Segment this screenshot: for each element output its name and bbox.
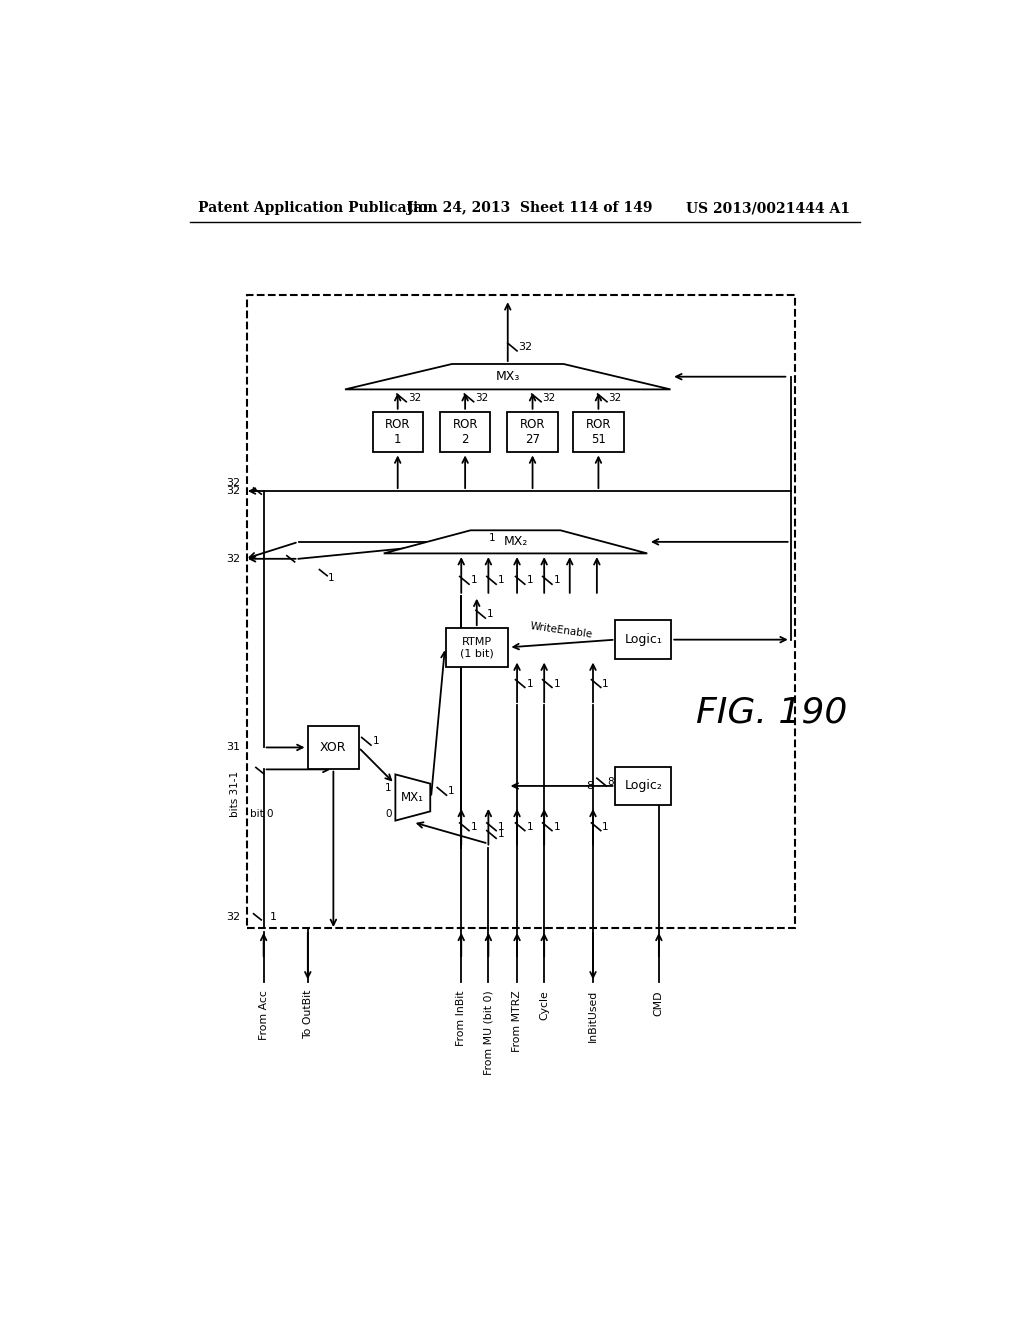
Text: From MU (bit 0): From MU (bit 0) (483, 990, 494, 1074)
Text: 32: 32 (226, 554, 241, 564)
Text: 1: 1 (554, 822, 560, 832)
Text: From InBit: From InBit (457, 990, 466, 1045)
Text: 1: 1 (498, 829, 504, 840)
Text: 1: 1 (471, 822, 477, 832)
Text: Cycle: Cycle (540, 990, 549, 1020)
Text: 32: 32 (226, 486, 241, 496)
Bar (615, 620, 672, 659)
Text: 32: 32 (543, 393, 556, 403)
Text: US 2013/0021444 A1: US 2013/0021444 A1 (686, 202, 850, 215)
Text: CMD: CMD (654, 990, 664, 1015)
Text: MX₃: MX₃ (496, 370, 520, 383)
Text: 1: 1 (270, 912, 276, 921)
Bar (308, 726, 358, 768)
Text: 31: 31 (226, 742, 241, 752)
Text: bits 31-1: bits 31-1 (230, 771, 241, 817)
Text: 32: 32 (408, 393, 421, 403)
Text: InBitUsed: InBitUsed (588, 990, 598, 1043)
Text: 1: 1 (554, 678, 560, 689)
Text: 8: 8 (607, 777, 614, 787)
Text: 1: 1 (385, 783, 391, 793)
Text: 1: 1 (498, 576, 504, 585)
Bar (373, 412, 423, 451)
Text: MX₁: MX₁ (401, 791, 424, 804)
Text: From Acc: From Acc (259, 990, 268, 1040)
Bar (573, 412, 624, 451)
Text: 1: 1 (554, 576, 560, 585)
Text: 32: 32 (226, 912, 241, 921)
Text: 1: 1 (526, 678, 532, 689)
Text: bit 0: bit 0 (251, 809, 274, 820)
Text: XOR: XOR (321, 741, 347, 754)
Text: WriteEnable: WriteEnable (529, 622, 594, 640)
Text: Jan. 24, 2013  Sheet 114 of 149: Jan. 24, 2013 Sheet 114 of 149 (407, 202, 652, 215)
Text: 32: 32 (475, 393, 488, 403)
Text: FIG. 190: FIG. 190 (695, 696, 847, 730)
Polygon shape (384, 531, 647, 553)
Text: Logic₂: Logic₂ (625, 779, 663, 792)
Text: ROR
27: ROR 27 (520, 417, 546, 446)
Text: 1: 1 (328, 573, 335, 583)
Text: 1: 1 (602, 822, 609, 832)
Text: 1: 1 (526, 576, 532, 585)
Text: Logic₁: Logic₁ (625, 634, 663, 647)
Text: 1: 1 (471, 576, 477, 585)
Text: 1: 1 (449, 787, 455, 796)
Text: ROR
1: ROR 1 (385, 417, 411, 446)
Polygon shape (345, 364, 671, 389)
Text: 1: 1 (602, 678, 609, 689)
Text: 1: 1 (488, 533, 495, 543)
Bar (440, 412, 490, 451)
Text: 8: 8 (587, 781, 594, 791)
Text: To OutBit: To OutBit (303, 990, 312, 1039)
Text: RTMP
(1 bit): RTMP (1 bit) (460, 636, 494, 659)
Text: MX₂: MX₂ (504, 536, 527, 548)
Text: ROR
51: ROR 51 (586, 417, 611, 446)
Polygon shape (395, 775, 430, 821)
Text: 32: 32 (518, 342, 532, 352)
Bar (445, 628, 508, 667)
Text: ROR
2: ROR 2 (453, 417, 478, 446)
Text: 1: 1 (498, 822, 504, 832)
Text: 1: 1 (486, 610, 494, 619)
Text: 32: 32 (608, 393, 622, 403)
Text: 32: 32 (226, 478, 241, 488)
Bar (507, 412, 558, 451)
Text: 1: 1 (526, 822, 532, 832)
Text: Patent Application Publication: Patent Application Publication (198, 202, 437, 215)
Text: 1: 1 (373, 737, 379, 746)
Text: 0: 0 (385, 809, 391, 820)
Bar (615, 767, 672, 805)
Text: From MTRZ: From MTRZ (512, 990, 522, 1052)
Bar (247, 296, 795, 928)
